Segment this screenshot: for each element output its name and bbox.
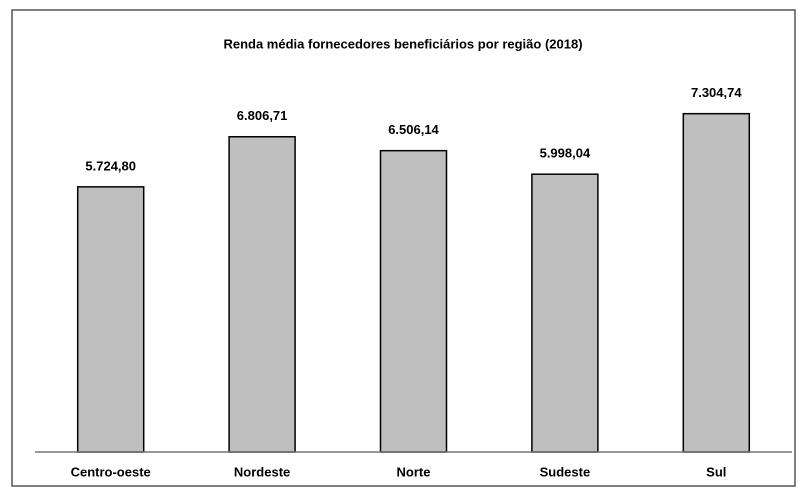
bar: [228, 135, 296, 453]
bar: [682, 112, 751, 453]
data-label: 7.304,74: [691, 85, 742, 100]
data-label: 5.998,04: [540, 146, 591, 161]
bar: [379, 149, 448, 453]
data-label: 6.806,71: [237, 108, 288, 123]
chart-title: Renda média fornecedores beneficiários p…: [223, 36, 582, 51]
x-tick-label: Nordeste: [234, 464, 290, 479]
data-label: 6.506,14: [388, 122, 439, 137]
x-tick-label: Norte: [397, 464, 431, 479]
data-label: 5.724,80: [85, 158, 136, 173]
x-tick-label: Centro-oeste: [71, 464, 151, 479]
x-tick-label: Sul: [706, 464, 726, 479]
x-tick-label: Sudeste: [540, 464, 591, 479]
bar: [76, 186, 145, 453]
bar: [531, 173, 599, 453]
